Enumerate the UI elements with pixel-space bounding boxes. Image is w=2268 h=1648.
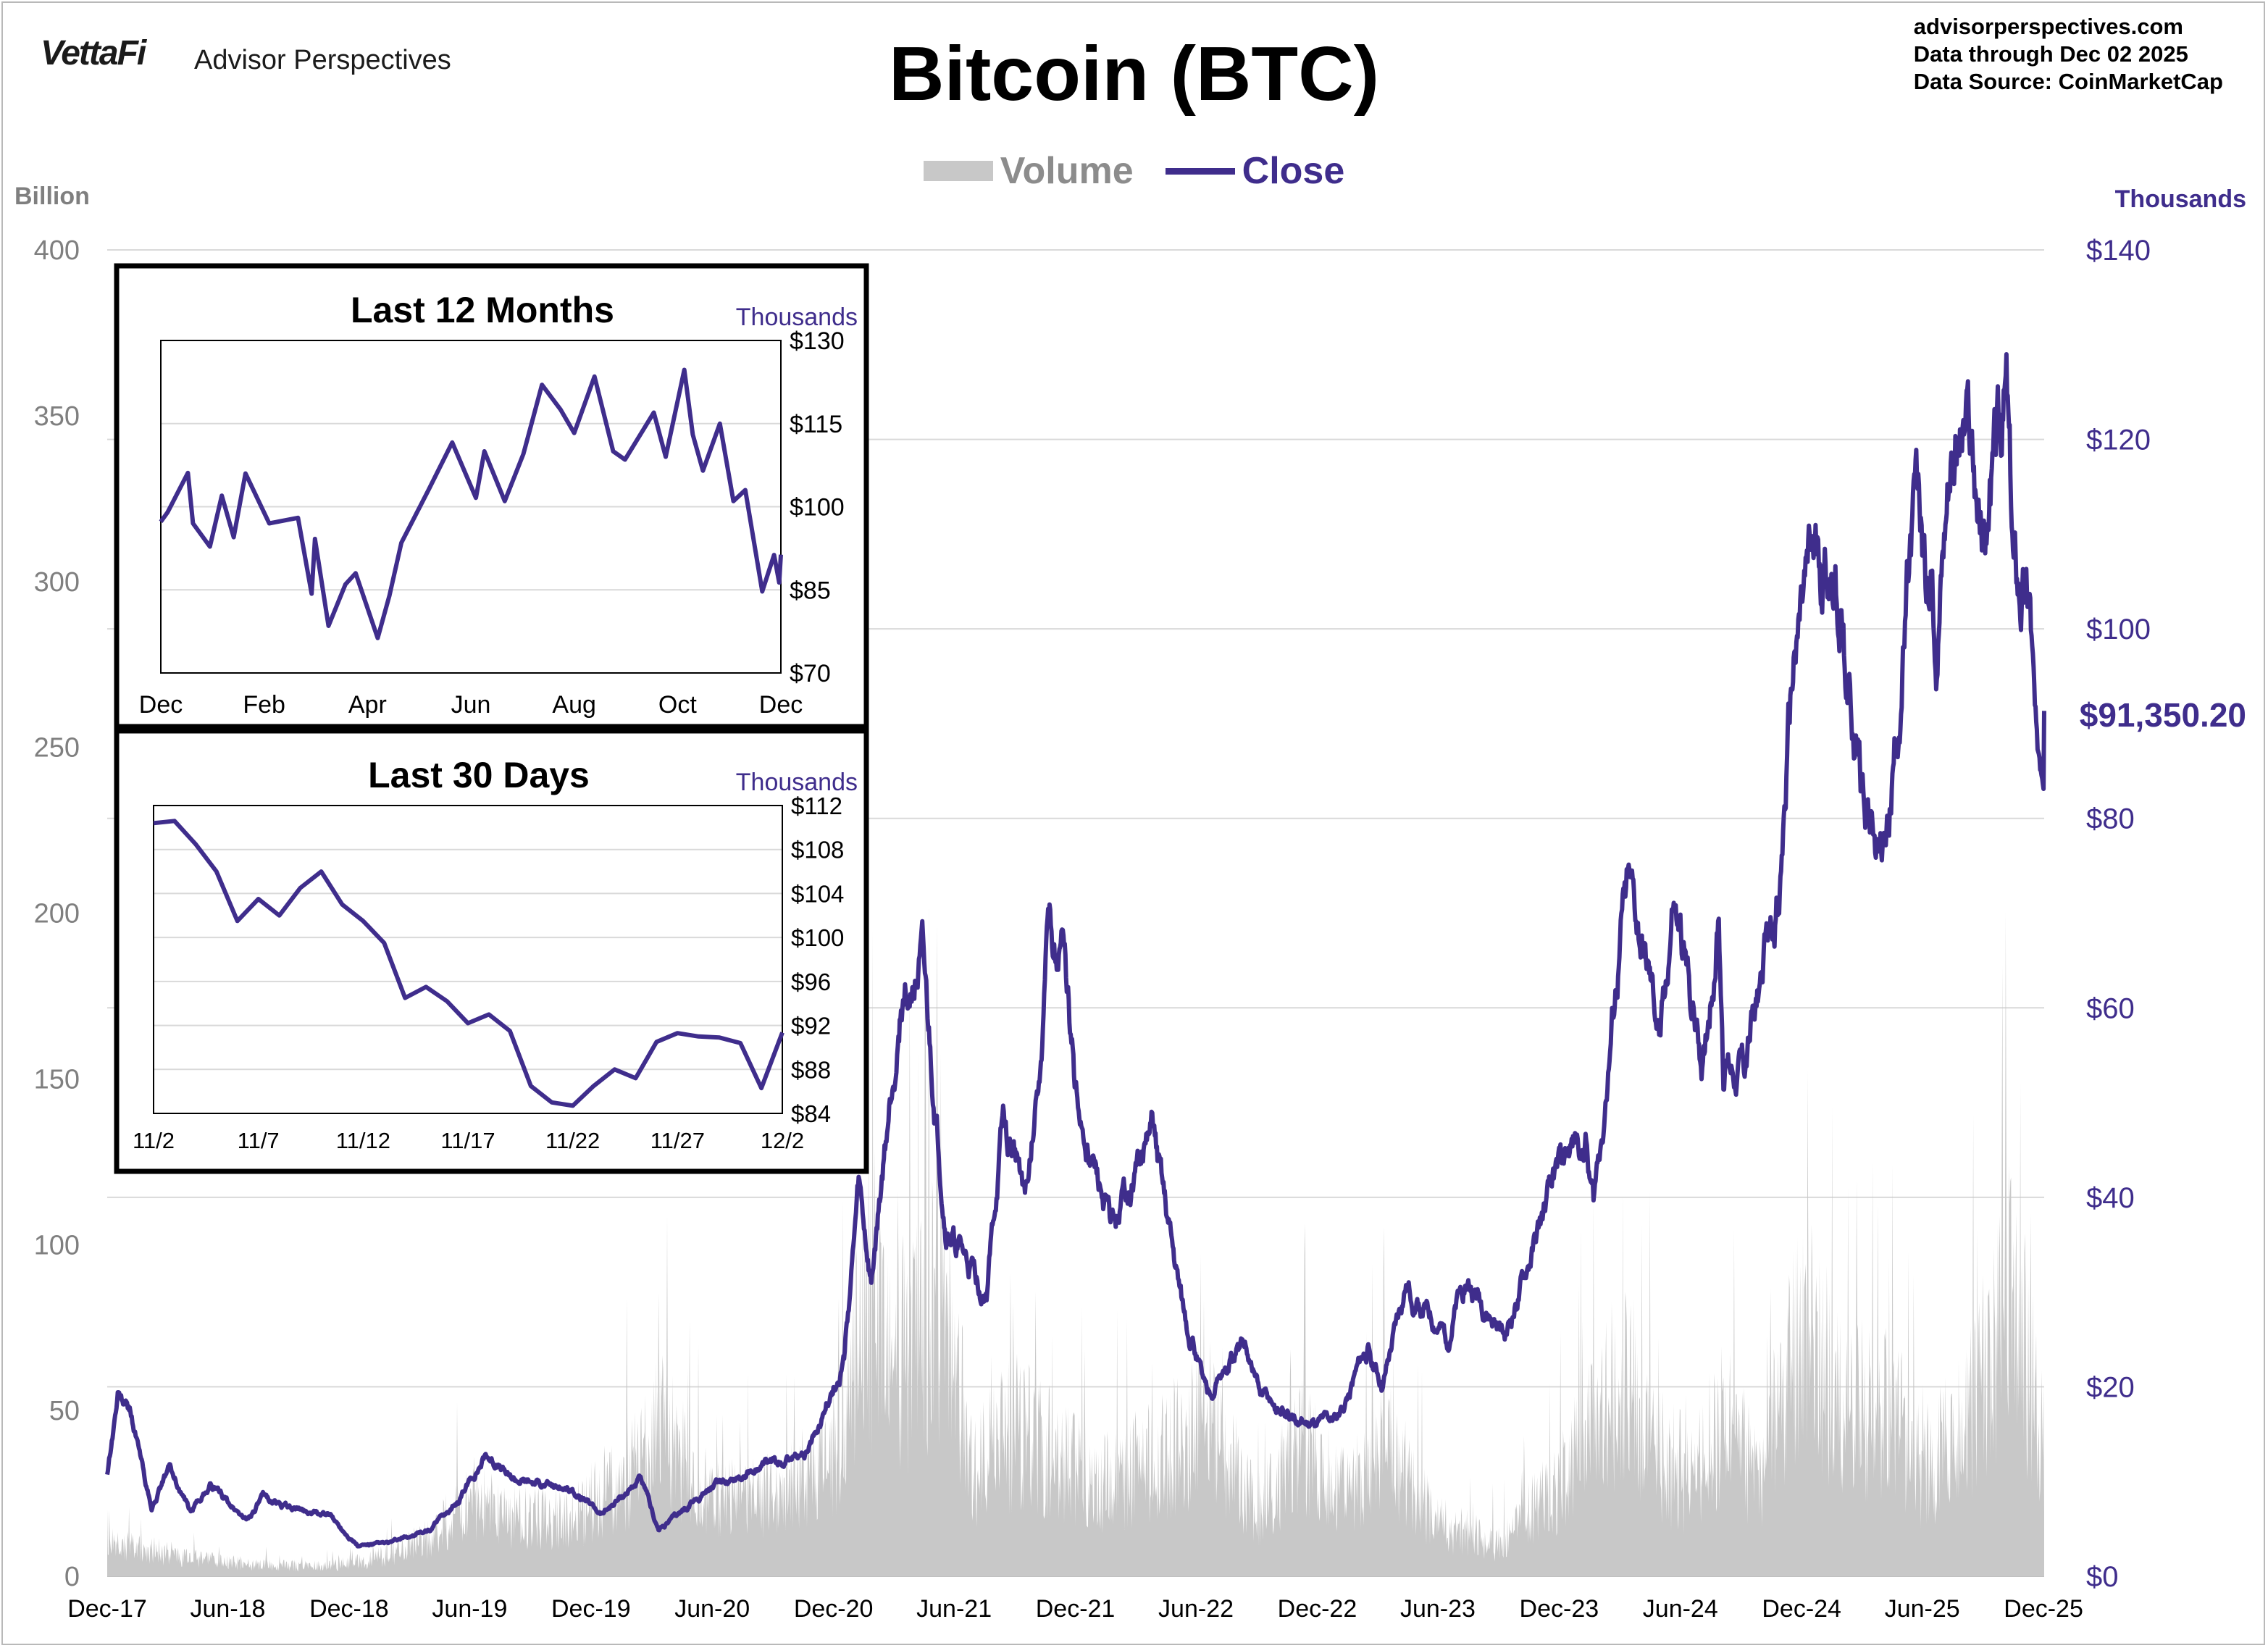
x-axis-tick-label: Jun-22 — [1158, 1595, 1234, 1623]
x-axis-tick-label: Dec-25 — [2004, 1595, 2083, 1623]
left-axis-tick-label: 400 — [34, 235, 80, 266]
inset-last-30-days-x-tick-label: 11/22 — [545, 1128, 600, 1153]
left-axis-tick-label: 0 — [64, 1562, 80, 1592]
legend-item-volume: Volume — [923, 149, 1134, 193]
inset-last-12-months-y-tick-label: $130 — [790, 327, 845, 355]
inset-last-30-days-plot-frame — [153, 805, 783, 1114]
right-axis-ticks: $0 $20 $40 $60 $80 $100 $120 $140 — [2086, 235, 2151, 1593]
inset-last-12-months-x-tick-label: Oct — [658, 691, 697, 719]
inset-last-12-months-title: Last 12 Months — [351, 290, 614, 330]
inset-last-30-days-x-tick-label: 11/17 — [440, 1128, 495, 1153]
right-axis-tick-label: $100 — [2086, 614, 2151, 645]
left-axis-ticks: 0 50 100 150 200 250 300 350 400 — [34, 235, 80, 1592]
x-axis-tick-label: Dec-24 — [1762, 1595, 1841, 1623]
inset-last-30-days-y-tick-label: $92 — [791, 1013, 831, 1040]
right-axis-tick-label: $0 — [2086, 1561, 2119, 1593]
source-line-date: Data through Dec 02 2025 — [1913, 41, 2188, 67]
left-axis-tick-label: 200 — [34, 899, 80, 929]
inset-last-30-days-x-tick-label: 11/7 — [238, 1128, 280, 1153]
x-axis-tick-label: Dec-17 — [67, 1595, 147, 1623]
inset-last-30-days-unit: Thousands — [736, 769, 858, 796]
x-axis-tick-label: Jun-20 — [674, 1595, 750, 1623]
vettafi-logo: VettaFi — [41, 34, 146, 72]
inset-last-30-days-y-tick-label: $100 — [791, 924, 844, 951]
inset-last-12-months-unit: Thousands — [736, 304, 858, 331]
close-swatch-icon — [1165, 167, 1235, 175]
inset-last-30-days-x-tick-label: 11/27 — [650, 1128, 705, 1153]
source-block: advisorperspectives.com Data through Dec… — [1914, 13, 2223, 96]
x-axis-tick-label: Dec-21 — [1036, 1595, 1116, 1623]
close-series-line — [105, 352, 2046, 1549]
inset-last-12-months-y-tick-label: $115 — [790, 411, 842, 438]
inset-last-12-months-close-line — [159, 367, 783, 640]
legend: Volume Close — [0, 149, 2268, 193]
inset-last-12-months-y-tick-label: $100 — [790, 494, 845, 522]
x-axis-tick-label: Dec-20 — [794, 1595, 874, 1623]
inset-last-30-days-title: Last 30 Days — [368, 755, 590, 795]
left-axis-tick-label: 250 — [34, 733, 80, 764]
x-axis-tick-label: Jun-19 — [432, 1595, 507, 1623]
inset-last-12-months-x-tick-label: Jun — [451, 691, 491, 719]
inset-last-30-days: Last 30 Days Thousands $84 $88 $92 $96 $100 $10… — [114, 728, 869, 1174]
x-axis-tick-label: Dec-23 — [1520, 1595, 1599, 1623]
legend-label-close: Close — [1242, 150, 1345, 192]
x-axis-ticks: Dec-17 Jun-18 Dec-18 Jun-19 Dec-19 Jun-20 Dec-… — [67, 1595, 2083, 1623]
inset-last-30-days-y-tick-label: $108 — [791, 837, 844, 863]
inset-last-30-days-y-tick-label: $88 — [791, 1056, 831, 1083]
right-axis-tick-label: $140 — [2086, 235, 2151, 267]
x-axis-tick-label: Jun-23 — [1400, 1595, 1476, 1623]
inset-last-12-months-y-tick-label: $85 — [790, 577, 831, 604]
left-axis-tick-label: 300 — [34, 567, 80, 598]
inset-last-30-days-y-tick-label: $104 — [791, 880, 844, 907]
inset-last-30-days-x-tick-label: 11/12 — [336, 1128, 390, 1153]
x-axis-tick-label: Jun-25 — [1885, 1595, 1960, 1623]
x-axis-tick-label: Jun-21 — [916, 1595, 992, 1623]
x-axis-tick-label: Jun-18 — [191, 1595, 266, 1623]
right-axis-tick-label: $20 — [2086, 1371, 2135, 1403]
x-axis-tick-label: Dec-19 — [551, 1595, 631, 1623]
volume-series-area — [107, 901, 2044, 1576]
advisor-perspectives-logo-text: Advisor Perspectives — [194, 45, 451, 75]
left-axis-tick-label: 350 — [34, 401, 80, 432]
x-axis-tick-label: Dec-18 — [309, 1595, 389, 1623]
inset-last-12-months-x-tick-label: Aug — [552, 691, 596, 719]
right-axis-unit: Thousands — [2114, 185, 2246, 213]
inset-last-30-days-y-tick-label: $84 — [791, 1100, 831, 1127]
x-axis-tick-label: Jun-24 — [1643, 1595, 1718, 1623]
x-axis-tick-label: Dec-22 — [1278, 1595, 1357, 1623]
chart-title: Bitcoin (BTC) — [888, 31, 1380, 117]
right-axis-tick-label: $40 — [2086, 1182, 2135, 1214]
volume-swatch-icon — [923, 161, 993, 181]
left-axis-unit: Billion — [14, 183, 90, 210]
inset-last-30-days-border — [114, 728, 869, 1174]
inset-last-12-months-x-tick-label: Dec — [759, 691, 803, 719]
right-axis-tick-label: $80 — [2086, 803, 2135, 835]
inset-last-12-months-border — [114, 263, 869, 729]
legend-label-volume: Volume — [1000, 150, 1134, 192]
last-value-label: $91,350.20 — [2079, 696, 2246, 734]
inset-last-30-days-x-tick-label: 12/2 — [761, 1128, 804, 1153]
left-axis-tick-label: 100 — [34, 1230, 80, 1260]
right-axis-tick-label: $60 — [2086, 992, 2135, 1024]
inset-last-30-days-x-tick-label: 11/2 — [133, 1128, 175, 1153]
inset-last-12-months-plot-frame — [160, 340, 782, 674]
inset-last-30-days-y-tick-label: $112 — [791, 792, 842, 819]
left-axis-tick-label: 150 — [34, 1064, 80, 1095]
inset-last-12-months-x-tick-label: Apr — [348, 691, 387, 719]
inset-last-12-months-x-tick-label: Dec — [139, 691, 183, 719]
source-line-site: advisorperspectives.com — [1913, 14, 2183, 39]
right-axis-tick-label: $120 — [2086, 424, 2151, 456]
inset-last-30-days-close-line — [153, 819, 784, 1108]
inset-last-30-days-y-tick-label: $96 — [791, 969, 831, 995]
inset-last-12-months: Last 12 Months Thousands $70 $85 $100 $115 $13… — [114, 263, 869, 729]
inset-last-12-months-y-tick-label: $70 — [790, 660, 831, 687]
source-line-provider: Data Source: CoinMarketCap — [1913, 69, 2223, 94]
legend-item-close: Close — [1165, 149, 1345, 193]
inset-last-12-months-x-tick-label: Feb — [243, 691, 285, 719]
left-axis-tick-label: 50 — [49, 1396, 80, 1426]
